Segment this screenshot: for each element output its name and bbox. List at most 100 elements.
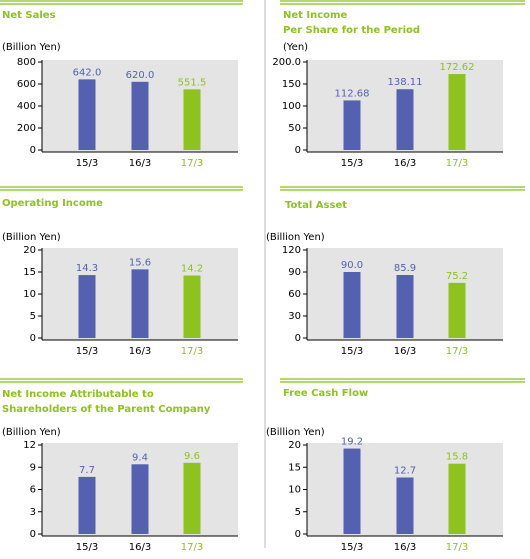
bar	[343, 448, 361, 534]
y-tick-label: 100	[282, 101, 301, 112]
value-label: 15.6	[129, 257, 151, 268]
bar	[183, 275, 201, 338]
bar	[448, 463, 466, 534]
chart-title: Operating Income	[2, 198, 103, 209]
value-label: 85.9	[394, 263, 416, 274]
chart-title: Per Share for the Period	[283, 25, 420, 36]
value-label: 90.0	[341, 260, 363, 271]
x-tick-label: 16/3	[394, 542, 416, 553]
y-axis-label: (Billion Yen)	[266, 232, 325, 243]
y-axis-label: (Yen)	[283, 42, 308, 53]
value-label: 14.3	[76, 263, 98, 274]
y-axis-label: (Billion Yen)	[2, 232, 61, 243]
value-label: 620.0	[126, 70, 155, 81]
chart-title: Net Sales	[2, 10, 56, 21]
chart-title: Total Asset	[285, 200, 347, 211]
y-tick-label: 20	[288, 440, 301, 451]
x-tick-label: 15/3	[76, 346, 98, 357]
y-tick-label: 20	[23, 245, 36, 256]
y-tick-label: 200	[17, 123, 36, 134]
y-tick-label: 6	[30, 485, 36, 496]
x-tick-label: 15/3	[76, 158, 98, 169]
chart-title: Free Cash Flow	[283, 388, 368, 399]
value-label: 9.4	[132, 452, 148, 463]
chart-title: Net Income	[283, 10, 347, 21]
y-tick-label: 90	[288, 267, 301, 278]
value-label: 12.7	[394, 465, 416, 476]
y-tick-label: 12	[23, 440, 36, 451]
x-tick-label: 15/3	[76, 542, 98, 553]
x-tick-label: 15/3	[341, 542, 363, 553]
x-tick-label: 17/3	[446, 346, 468, 357]
y-tick-label: 15	[288, 462, 301, 473]
bar	[78, 275, 96, 338]
y-tick-label: 10	[288, 485, 301, 496]
x-tick-label: 16/3	[394, 158, 416, 169]
y-axis-label: (Billion Yen)	[2, 427, 61, 438]
bar	[131, 269, 149, 338]
x-tick-label: 17/3	[181, 542, 203, 553]
value-label: 642.0	[73, 67, 102, 78]
x-tick-label: 15/3	[341, 158, 363, 169]
y-tick-label: 10	[23, 289, 36, 300]
y-tick-label: 0	[30, 145, 36, 156]
bar	[78, 79, 96, 150]
y-tick-label: 0	[295, 529, 301, 540]
bar	[396, 89, 414, 150]
value-label: 138.11	[388, 77, 423, 88]
y-tick-label: 30	[288, 311, 301, 322]
value-label: 551.5	[178, 77, 207, 88]
chart-title: Shareholders of the Parent Company	[2, 404, 211, 415]
dividers	[0, 0, 525, 548]
value-label: 7.7	[79, 465, 95, 476]
y-tick-label: 15	[23, 267, 36, 278]
y-tick-label: 60	[288, 289, 301, 300]
x-tick-label: 17/3	[181, 346, 203, 357]
value-label: 172.62	[440, 62, 475, 73]
value-label: 15.8	[446, 452, 468, 463]
y-tick-label: 0	[30, 333, 36, 344]
value-label: 19.2	[341, 437, 363, 448]
bar	[131, 81, 149, 150]
y-axis-label: (Billion Yen)	[266, 427, 325, 438]
y-tick-label: 400	[17, 101, 36, 112]
y-tick-label: 120	[282, 245, 301, 256]
bar	[343, 100, 361, 150]
y-tick-label: 800	[17, 57, 36, 68]
x-tick-label: 17/3	[181, 158, 203, 169]
x-tick-label: 16/3	[129, 158, 151, 169]
y-tick-label: 0	[295, 145, 301, 156]
bar	[343, 272, 361, 338]
y-tick-label: 3	[30, 507, 36, 518]
bar	[396, 477, 414, 534]
bar	[396, 275, 414, 338]
y-tick-label: 50	[288, 123, 301, 134]
x-tick-label: 16/3	[129, 346, 151, 357]
bar	[183, 462, 201, 534]
value-label: 14.2	[181, 264, 203, 275]
chart-title: Net Income Attributable to	[2, 389, 154, 400]
bar	[78, 476, 96, 534]
y-tick-label: 600	[17, 79, 36, 90]
y-tick-label: 5	[30, 311, 36, 322]
y-tick-label: 0	[295, 333, 301, 344]
value-label: 75.2	[446, 271, 468, 282]
y-tick-label: 150	[282, 79, 301, 90]
value-label: 9.6	[184, 451, 200, 462]
bar	[183, 89, 201, 150]
y-axis-label: (Billion Yen)	[2, 42, 61, 53]
x-tick-label: 16/3	[394, 346, 416, 357]
x-tick-label: 17/3	[446, 542, 468, 553]
bar	[131, 464, 149, 534]
value-label: 112.68	[335, 88, 370, 99]
y-tick-label: 0	[30, 529, 36, 540]
x-tick-label: 17/3	[446, 158, 468, 169]
bar	[448, 74, 466, 150]
y-tick-label: 200.0	[272, 57, 301, 68]
y-tick-label: 9	[30, 462, 36, 473]
bar	[448, 282, 466, 338]
y-tick-label: 5	[295, 507, 301, 518]
x-tick-label: 16/3	[129, 542, 151, 553]
x-tick-label: 15/3	[341, 346, 363, 357]
